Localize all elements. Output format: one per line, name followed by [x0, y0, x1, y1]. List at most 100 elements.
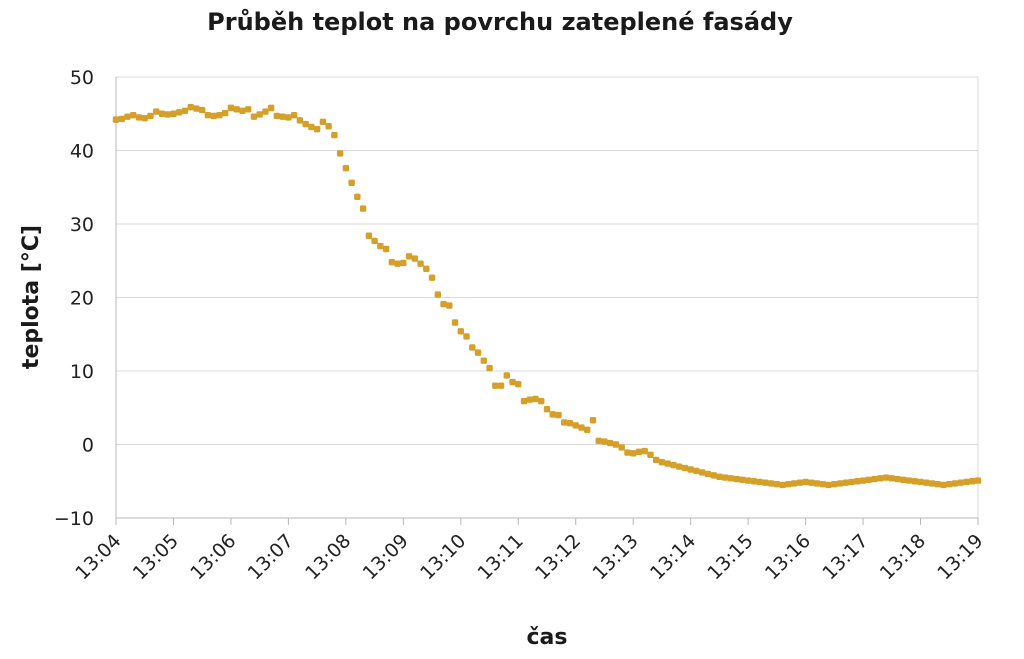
- data-point: [474, 349, 482, 356]
- data-point: [698, 469, 706, 476]
- data-point: [325, 123, 332, 130]
- data-point: [181, 107, 189, 115]
- data-point: [336, 150, 344, 157]
- data-point: [819, 480, 827, 488]
- data-point: [670, 461, 677, 469]
- data-point: [946, 480, 953, 488]
- x-axis-label: čas: [527, 625, 568, 650]
- data-point: [951, 480, 959, 487]
- data-point: [831, 480, 838, 488]
- data-point: [227, 104, 235, 112]
- data-point: [555, 411, 562, 419]
- y-tick-label: −10: [54, 508, 94, 530]
- data-point: [394, 260, 401, 267]
- data-point: [767, 480, 775, 487]
- data-point: [923, 479, 930, 486]
- data-point: [382, 245, 390, 253]
- data-point: [279, 113, 286, 120]
- data-point: [170, 110, 177, 117]
- data-point: [492, 382, 499, 389]
- data-point: [359, 205, 367, 212]
- data-point: [331, 131, 338, 139]
- data-point: [405, 253, 413, 260]
- data-point: [411, 255, 419, 262]
- data-point: [204, 112, 212, 119]
- data-point: [762, 479, 769, 486]
- data-point: [572, 422, 579, 429]
- data-point: [549, 411, 556, 418]
- data-point: [135, 114, 143, 121]
- data-point: [503, 372, 510, 379]
- data-point: [296, 117, 304, 124]
- x-tick-label: 13:08: [301, 530, 355, 584]
- y-tick-label: 30: [70, 214, 94, 236]
- data-point: [716, 473, 723, 481]
- data-point: [963, 478, 970, 486]
- data-point: [796, 479, 804, 486]
- data-point: [400, 259, 407, 267]
- data-point: [348, 179, 355, 187]
- data-point: [158, 110, 166, 117]
- data-point: [601, 438, 608, 445]
- data-point: [124, 113, 131, 120]
- data-point: [704, 470, 712, 478]
- data-point: [647, 451, 654, 458]
- x-tick-label: 13:06: [186, 530, 240, 584]
- y-tick-label: 50: [70, 67, 94, 89]
- x-tick-label: 13:04: [71, 530, 125, 584]
- data-point: [744, 477, 752, 484]
- data-point: [871, 475, 878, 483]
- y-tick-labels: −10 0 10 20 30 40 50: [54, 67, 94, 530]
- data-point: [790, 480, 798, 487]
- data-point: [147, 112, 154, 120]
- data-point: [779, 481, 786, 489]
- x-tick-label: 13:19: [933, 530, 987, 584]
- data-point: [630, 450, 637, 457]
- data-point: [256, 111, 263, 118]
- data-point: [423, 265, 430, 273]
- data-point: [595, 437, 602, 445]
- x-tick-labels: 13:04 13:05 13:06 13:07 13:08 13:09 13:10 13:11…: [71, 530, 987, 584]
- data-point: [693, 467, 700, 475]
- data-point: [377, 242, 384, 250]
- data-point: [469, 344, 476, 351]
- x-tick-label: 13:15: [703, 530, 757, 584]
- data-point: [825, 481, 832, 489]
- data-point: [216, 112, 223, 119]
- data-point: [302, 120, 309, 128]
- data-point: [354, 193, 361, 201]
- data-point: [917, 478, 924, 486]
- data-point: [417, 260, 424, 267]
- data-point: [641, 447, 648, 455]
- data-point: [112, 116, 120, 123]
- data-point: [877, 475, 884, 482]
- data-point: [566, 419, 574, 427]
- data-point: [463, 333, 470, 340]
- data-point: [882, 474, 890, 481]
- data-point: [446, 302, 453, 309]
- data-point: [319, 118, 327, 126]
- y-tick-label: 40: [70, 141, 94, 163]
- data-point: [371, 237, 378, 245]
- data-point: [457, 328, 464, 335]
- data-point: [164, 111, 171, 118]
- y-axis-label: teplota [°C]: [19, 225, 44, 369]
- chart-title: Průběh teplot na povrchu zateplené fasád…: [207, 8, 793, 36]
- data-point: [842, 479, 850, 486]
- data-point: [250, 113, 258, 120]
- data-point: [589, 417, 597, 424]
- data-point: [543, 406, 551, 413]
- x-tick-label: 13:10: [416, 530, 470, 584]
- data-point: [894, 475, 901, 483]
- data-point: [141, 114, 148, 122]
- data-point: [290, 112, 298, 119]
- axes: [115, 77, 979, 525]
- data-point: [612, 441, 620, 448]
- data-point: [262, 108, 269, 115]
- data-point: [526, 396, 533, 403]
- x-tick-label: 13:05: [129, 530, 183, 584]
- y-tick-label: 0: [82, 435, 94, 457]
- x-tick-label: 13:07: [244, 530, 298, 584]
- data-point: [388, 259, 396, 266]
- data-point: [934, 480, 941, 488]
